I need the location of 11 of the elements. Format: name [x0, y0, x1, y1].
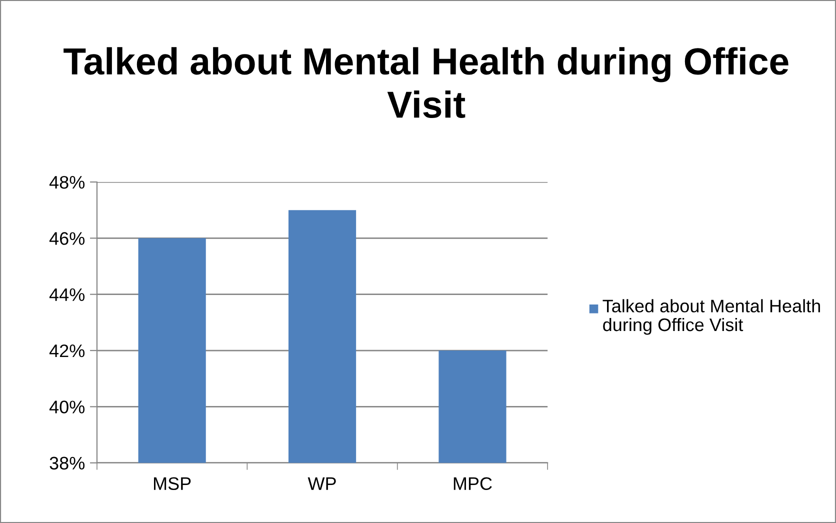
- chart-title: Talked about Mental Health during Office Visit: [64, 47, 788, 118]
- y-tick-label: 46%: [49, 232, 85, 245]
- y-tick-label: 42%: [49, 344, 85, 358]
- x-tick-label: WP: [308, 477, 336, 490]
- y-tick-label: 38%: [50, 456, 85, 470]
- x-tick-label: MPC: [454, 477, 492, 490]
- y-tick-label: 44%: [49, 288, 85, 301]
- y-tick-label: 48%: [49, 176, 85, 189]
- legend-label: Talked about Mental Health during Office Visit: [602, 299, 820, 335]
- y-tick-label: 40%: [49, 400, 85, 414]
- x-tick-label: MSP: [154, 477, 191, 490]
